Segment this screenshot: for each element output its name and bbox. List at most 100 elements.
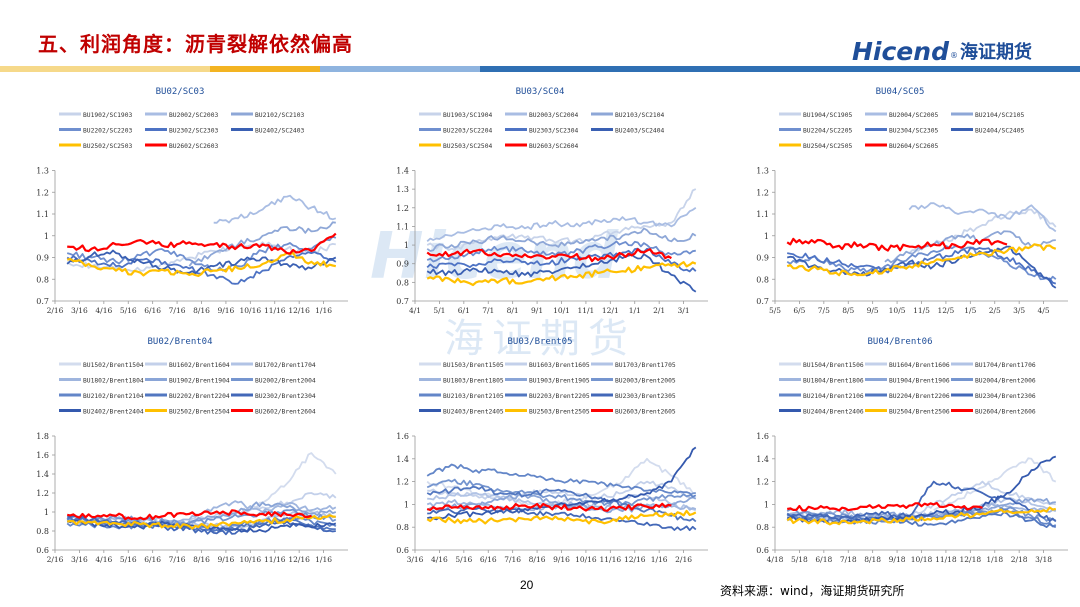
x-tick-label: 10/16 [575, 555, 597, 564]
legend-label: BU1603/Brent1605 [529, 362, 590, 369]
series-line [427, 446, 697, 521]
legend-label: BU1802/Brent1804 [83, 378, 144, 385]
x-tick-label: 4/16 [95, 306, 112, 315]
series-line [426, 463, 697, 498]
x-tick-label: 2/5 [989, 306, 1001, 315]
y-tick-label: 0.6 [36, 546, 49, 555]
y-tick-label: 0.9 [756, 254, 769, 263]
y-tick-label: 0.9 [396, 260, 409, 269]
legend-label: BU2204/Brent2206 [889, 393, 950, 400]
y-tick-label: 1.3 [36, 167, 49, 176]
series-line [884, 230, 1056, 264]
x-tick-label: 11/16 [264, 555, 286, 564]
x-tick-label: 5/16 [120, 555, 137, 564]
y-tick-label: 1.2 [36, 188, 49, 197]
x-tick-label: 8/5 [842, 306, 854, 315]
series-line [426, 485, 697, 523]
x-tick-label: 2/16 [47, 306, 64, 315]
legend-label: BU2502/SC2503 [83, 143, 132, 150]
x-tick-label: 3/16 [71, 555, 88, 564]
series-line [786, 506, 1057, 526]
series-line [426, 207, 697, 242]
x-tick-label: 10/16 [240, 555, 262, 564]
y-tick-label: 1.4 [396, 455, 409, 464]
x-tick-label: 5/1 [433, 306, 445, 315]
legend-label: BU1703/Brent1705 [615, 362, 676, 369]
series-line [66, 509, 312, 521]
legend-label: BU2403/Brent2405 [443, 409, 504, 416]
x-tick-label: 1/16 [315, 306, 332, 315]
legend-label: BU2402/Brent2404 [83, 409, 144, 416]
series-line [67, 514, 336, 530]
chart-title: BU02/Brent04 [147, 337, 212, 347]
legend-label: BU1903/SC1904 [443, 112, 492, 119]
legend-label: BU1904/Brent1906 [889, 378, 950, 385]
x-tick-label: 9/1 [531, 306, 543, 315]
series-line [426, 502, 672, 512]
legend-label: BU2302/SC2303 [169, 128, 218, 135]
series-line [237, 452, 337, 518]
x-tick-label: 8/16 [193, 555, 210, 564]
series-line [426, 227, 697, 252]
y-tick-label: 1.2 [396, 204, 409, 213]
chart-bu02-sc03: BU02/SC03 BU1902/SC1903 BU2002/SC2003 BU210… [0, 80, 360, 319]
y-tick-label: 1.2 [396, 478, 409, 487]
chart-title: BU02/SC03 [156, 87, 205, 97]
x-tick-label: 8/1 [507, 306, 519, 315]
series-line [786, 501, 983, 512]
x-tick-label: 1/16 [315, 555, 332, 564]
y-tick-label: 1.1 [396, 222, 409, 231]
legend-label: BU1502/Brent1504 [83, 362, 144, 369]
legend-label: BU1903/Brent1905 [529, 378, 590, 385]
header-bar-light-blue [320, 66, 480, 72]
chart-title: BU04/Brent06 [867, 337, 932, 347]
legend-label: BU1902/SC1903 [83, 112, 132, 119]
legend-label: BU1604/Brent1606 [889, 362, 950, 369]
chart-bu03-sc04: BU03/SC04 BU1903/SC1904 BU2003/SC2004 BU210… [360, 80, 720, 319]
legend-label: BU2002/Brent2004 [255, 378, 316, 385]
chart-bu02-brent04: BU02/Brent04 BU1502/Brent1504 BU1602/Brent… [0, 330, 360, 568]
x-tick-label: 6/1 [458, 306, 470, 315]
x-tick-label: 8/16 [193, 306, 210, 315]
y-tick-label: 1 [764, 232, 769, 241]
y-tick-label: 1.6 [36, 451, 49, 460]
series-line [426, 261, 697, 287]
series-line [786, 243, 1057, 277]
x-tick-label: 4/5 [1038, 306, 1050, 315]
legend-label: BU2102/SC2103 [255, 112, 304, 119]
legend-label: BU1803/Brent1805 [443, 378, 504, 385]
x-tick-label: 7/16 [504, 555, 521, 564]
x-tick-label: 2/16 [47, 555, 64, 564]
chart-bu03-brent05: BU03/Brent05 BU1503/Brent1505 BU1603/Brent… [360, 330, 720, 568]
legend-label: BU2202/SC2203 [83, 128, 132, 135]
y-tick-label: 1.8 [36, 432, 49, 441]
x-tick-label: 5/18 [791, 555, 808, 564]
legend-label: BU2302/Brent2304 [255, 393, 316, 400]
brand-logo: Hicend ® 海证期货 [852, 30, 1032, 66]
x-tick-label: 10/16 [240, 306, 262, 315]
x-tick-label: 1/18 [986, 555, 1003, 564]
y-tick-label: 0.6 [756, 546, 769, 555]
y-tick-label: 0.8 [396, 278, 409, 287]
legend-label: BU2503/SC2504 [443, 143, 492, 150]
legend-label: BU2304/SC2305 [889, 128, 938, 135]
x-tick-label: 1/16 [651, 555, 668, 564]
series-line [427, 480, 697, 501]
x-tick-label: 10/18 [911, 555, 933, 564]
x-tick-label: 5/16 [455, 555, 472, 564]
logo-chinese-name: 海证期货 [959, 42, 1032, 63]
y-tick-label: 1 [44, 232, 49, 241]
y-tick-label: 0.6 [396, 546, 409, 555]
legend-label: BU2604/SC2605 [889, 143, 938, 150]
y-tick-label: 1.1 [756, 210, 769, 219]
legend-label: BU2502/Brent2504 [169, 409, 230, 416]
y-tick-label: 1.3 [756, 167, 769, 176]
chart-bu04-sc05: BU04/SC05 BU1904/SC1905 BU2004/SC2005 BU210… [720, 80, 1080, 319]
series-line [426, 509, 697, 525]
series-line [67, 232, 337, 255]
legend-label: BU2103/Brent2105 [443, 393, 504, 400]
x-tick-label: 12/1 [602, 306, 619, 315]
chart-bu04-brent06: BU04/Brent06 BU1504/Brent1506 BU1604/Brent… [720, 330, 1080, 568]
y-tick-label: 0.7 [756, 297, 769, 306]
y-tick-label: 0.8 [756, 523, 769, 532]
